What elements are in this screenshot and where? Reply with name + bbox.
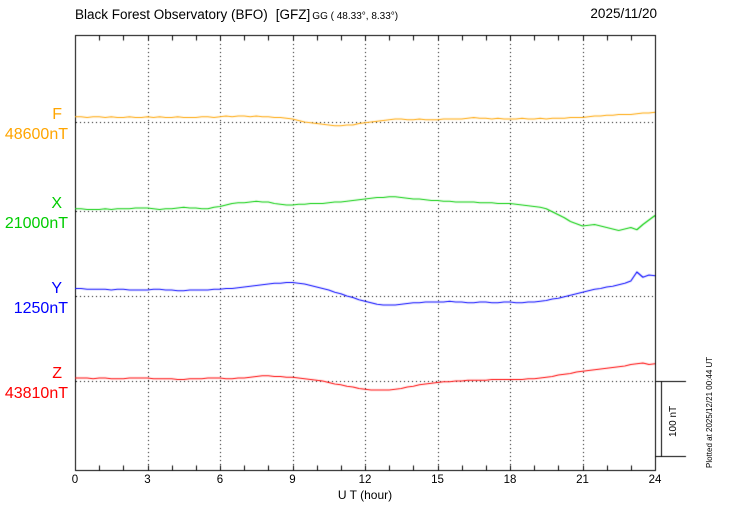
plotted-at-note: Plotted at 2025/12/21 00:44 UT xyxy=(705,356,714,468)
x-tick-label: 6 xyxy=(216,474,224,486)
series-label-Y: Y xyxy=(51,280,62,297)
x-tick-label: 0 xyxy=(71,474,79,486)
series-baseline-F: 48600nT xyxy=(4,126,68,143)
x-tick-label: 21 xyxy=(576,474,589,486)
x-tick-label: 15 xyxy=(431,474,444,486)
x-tick-label: 9 xyxy=(289,474,296,486)
scale-bar-label: 100 nT xyxy=(668,405,679,437)
x-axis-title: U T (hour) xyxy=(337,488,393,502)
x-tick-label: 3 xyxy=(144,474,151,486)
series-label-Z: Z xyxy=(52,365,62,382)
x-tick-label: 12 xyxy=(358,474,372,486)
x-tick-label: 18 xyxy=(503,474,517,486)
series-baseline-Z: 43810nT xyxy=(4,385,68,402)
series-label-X: X xyxy=(51,195,62,212)
series-baseline-Y: 1250nT xyxy=(13,300,68,317)
x-tick-label: 24 xyxy=(648,474,662,486)
series-baseline-X: 21000nT xyxy=(4,215,68,232)
series-label-F: F xyxy=(52,106,62,123)
